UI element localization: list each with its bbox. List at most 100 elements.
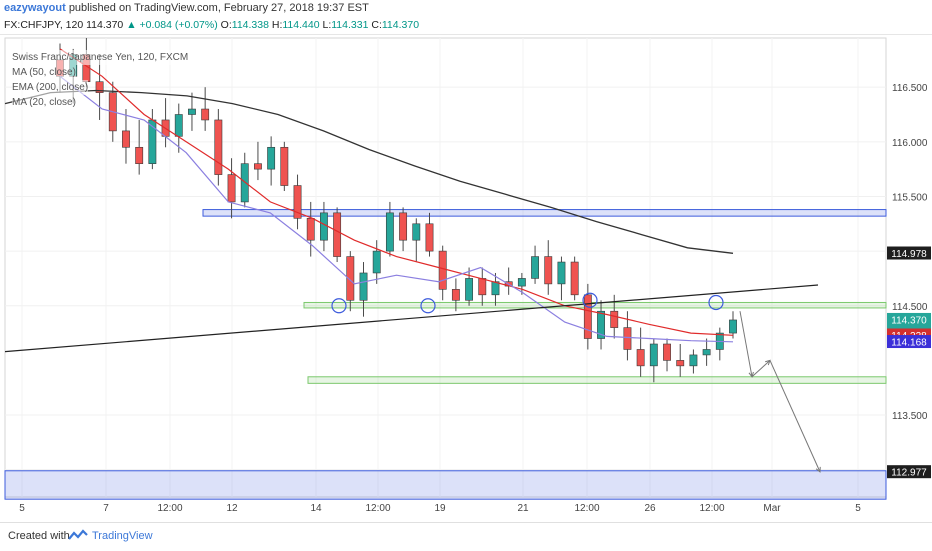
touch-circle [331,298,347,314]
time-tick-label: 14 [310,503,322,514]
candle-body [372,250,381,274]
candle [425,212,434,257]
candle-body [385,212,394,252]
candle [135,119,144,175]
trendline [4,284,819,353]
price-badge-bg [887,465,931,479]
price-chart[interactable]: 116.500116.000115.500115.000114.500113.5… [0,0,932,522]
time-tick-label: 21 [517,503,529,514]
publish-info: published on TradingView.com, February 2… [68,2,369,14]
candle [583,283,592,350]
candle [95,54,104,120]
projection-segment [751,360,771,378]
candle [412,218,421,263]
created-with-label: Created with [8,530,70,542]
candle-body [676,360,685,367]
candle-body [267,146,276,170]
candle-body [702,349,711,356]
projection-segment [769,360,821,473]
price-tick-label: 116.000 [892,138,928,149]
high-value: 114.440 [282,19,320,31]
candle-body [451,289,460,301]
candle [663,338,671,372]
price-tick-label: 116.500 [892,83,928,94]
chart-legend: Swiss Franc/Japanese Yen, 120, FXCM MA (… [12,50,189,110]
symbol-label: FX:CHFJPY, 120 [4,19,84,31]
price-badge-bg [887,312,931,326]
candle [346,251,355,312]
candle [399,207,408,252]
candle-body [557,261,566,285]
candle-body [306,218,315,241]
time-tick-label: 12:00 [574,503,599,514]
candle [201,87,210,131]
price-badge-bg [887,246,931,260]
tradingview-brand[interactable]: TradingView [92,530,153,542]
price-tick-label: 113.500 [892,411,928,422]
candle [122,109,130,164]
candle-body [174,114,183,137]
legend-ema200[interactable]: EMA (200, close) [12,80,89,95]
low-value: 114.331 [331,19,369,31]
candle [544,240,553,295]
projection-segment [739,311,753,377]
touch-circle [708,294,724,311]
candle [293,174,302,230]
candle [359,262,368,317]
candle [557,256,566,301]
price-badge-text: 114.978 [891,249,927,260]
high-label: H: [271,19,283,31]
candle [570,256,579,301]
publish-header: eazywayout published on TradingView.com,… [4,2,369,14]
candle-body [280,146,289,186]
price-badge-text: 114.168 [891,338,927,349]
time-tick-label: 26 [644,503,656,514]
price-tick-label: 115.500 [892,192,928,203]
legend-ma20[interactable]: MA (20, close) [12,95,76,110]
candle [267,136,276,186]
touch-circle [582,292,598,308]
candle-body [729,319,737,334]
candle-body [240,163,249,203]
price-badge-text: 114.370 [891,315,927,326]
candle [531,245,539,284]
time-tick-label: Mar [763,503,781,514]
price-badge: 112.977 [887,465,931,479]
price-tick-label: 114.500 [892,302,928,313]
candle [451,278,460,312]
candle-body [122,130,130,148]
price-badge-text: 112.977 [891,468,927,479]
author-link[interactable]: eazywayout [4,2,66,14]
legend-ma50[interactable]: MA (50, close) [12,65,76,80]
time-tick-label: 12 [226,503,238,514]
candle-body [597,310,605,339]
symbol-quote-bar: FX:CHFJPY, 120 114.370 ▲ +0.084 (+0.07%)… [4,19,419,31]
candle [306,201,315,257]
low-label: L: [322,19,332,31]
ma-line-1 [59,48,734,336]
time-tick-label: 12:00 [157,503,182,514]
ma-line-0 [4,89,734,254]
candle-body [663,343,671,361]
candle [689,349,698,374]
candle [372,240,381,284]
candle [333,207,342,263]
candle-body [478,278,487,296]
candle-body [649,343,658,367]
candle [676,344,685,377]
touch-circle [420,298,436,314]
zone-target-3 [4,470,887,500]
candle [385,201,394,257]
candle [702,338,711,366]
candle [280,141,289,191]
candle [254,141,262,181]
candle-body [544,256,553,285]
open-value: 114.338 [231,19,269,31]
time-tick-label: 12:00 [365,503,390,514]
candle-body [201,108,210,121]
candle-body [214,119,223,175]
ma-line-2 [59,75,734,343]
tradingview-logo-icon[interactable] [68,529,88,543]
candle [465,267,474,306]
candle-body [293,185,302,219]
